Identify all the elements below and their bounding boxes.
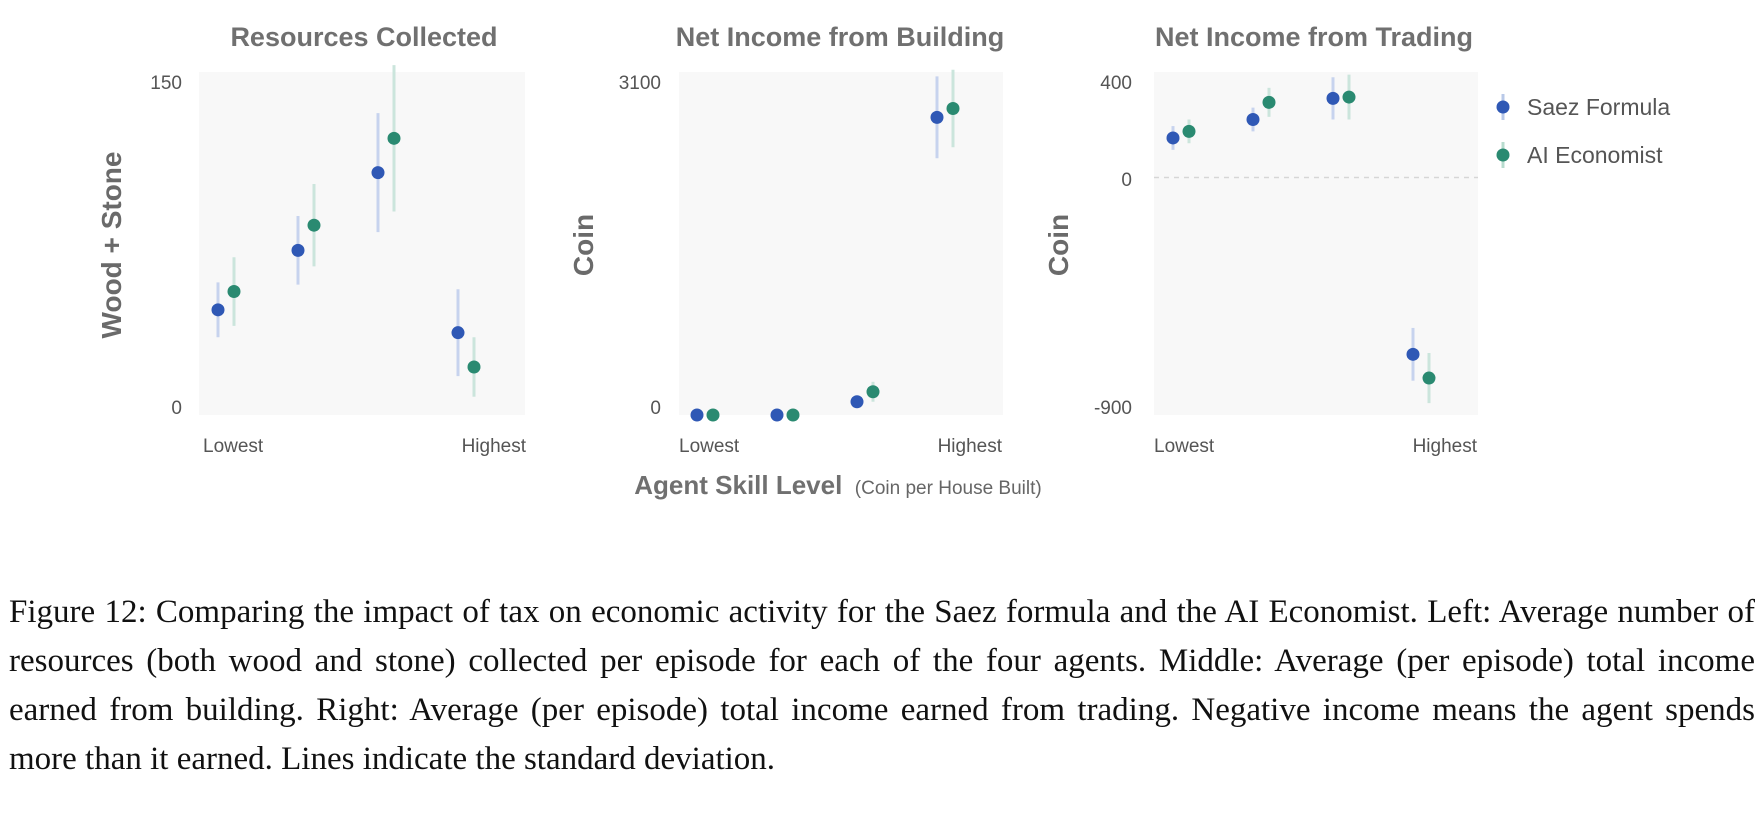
data-point	[1262, 95, 1276, 109]
data-point	[1406, 347, 1420, 361]
panel-income-trading: Net Income from Trading Coin 400 0 -900 …	[1043, 22, 1478, 457]
x-axis-title-sub: (Coin per House Built)	[855, 478, 1042, 499]
x-tick-label: Highest	[462, 436, 527, 457]
panel-title: Net Income from Trading	[1155, 22, 1473, 52]
y-tick-label: 0	[650, 398, 661, 419]
y-tick-label: 0	[171, 398, 182, 419]
data-point	[1422, 371, 1436, 385]
x-tick-label: Lowest	[203, 436, 264, 457]
data-point	[1342, 90, 1356, 104]
data-point	[371, 166, 385, 180]
legend: Saez Formula AI Economist	[1496, 94, 1670, 168]
legend-marker-ai-economist	[1496, 148, 1510, 162]
legend-marker-saez	[1496, 100, 1510, 114]
plot-area	[679, 72, 1003, 415]
data-point	[770, 408, 784, 422]
legend-label-saez: Saez Formula	[1527, 94, 1670, 120]
y-tick-label: 0	[1121, 170, 1132, 191]
data-point	[706, 408, 720, 422]
panel-resources-collected: Resources Collected Wood + Stone 150 0 L…	[96, 22, 527, 457]
y-tick-label: 400	[1100, 73, 1132, 94]
data-point	[451, 326, 465, 340]
data-point	[786, 408, 800, 422]
y-axis-title: Wood + Stone	[96, 152, 127, 339]
x-tick-label: Lowest	[1154, 436, 1215, 457]
data-point	[1182, 124, 1196, 138]
data-point	[946, 102, 960, 116]
data-point	[930, 110, 944, 124]
data-point	[307, 218, 321, 232]
figure-caption: Figure 12: Comparing the impact of tax o…	[9, 594, 1755, 777]
data-marks	[690, 69, 960, 422]
data-point	[850, 395, 864, 409]
data-point	[1326, 91, 1340, 105]
data-point	[690, 408, 704, 422]
y-tick-label: 150	[150, 73, 182, 94]
x-axis-title: Agent Skill Level (Coin per House Built)	[634, 470, 1041, 500]
panel-title: Resources Collected	[230, 22, 497, 52]
figure-charts: Resources Collected Wood + Stone 150 0 L…	[96, 22, 1670, 500]
data-point	[467, 360, 481, 374]
data-point	[227, 285, 241, 299]
plot-area	[199, 72, 525, 415]
data-point	[387, 131, 401, 145]
data-marks	[211, 65, 481, 397]
data-point	[291, 243, 305, 257]
y-tick-label: 3100	[619, 73, 661, 94]
x-tick-label: Lowest	[679, 436, 740, 457]
y-axis-title: Coin	[1043, 214, 1074, 276]
plot-area	[1154, 72, 1478, 415]
data-point	[1246, 112, 1260, 126]
legend-label-ai-economist: AI Economist	[1527, 142, 1663, 168]
data-point	[211, 303, 225, 317]
x-axis-title-main: Agent Skill Level	[634, 470, 842, 500]
x-tick-label: Highest	[1413, 436, 1478, 457]
y-axis-title: Coin	[568, 214, 599, 276]
panel-income-building: Net Income from Building Coin 3100 0 Low…	[568, 22, 1004, 457]
data-point	[1166, 131, 1180, 145]
data-point	[866, 385, 880, 399]
y-tick-label: -900	[1094, 398, 1132, 419]
panel-title: Net Income from Building	[676, 22, 1005, 52]
data-marks	[1154, 74, 1478, 404]
x-tick-label: Highest	[938, 436, 1003, 457]
